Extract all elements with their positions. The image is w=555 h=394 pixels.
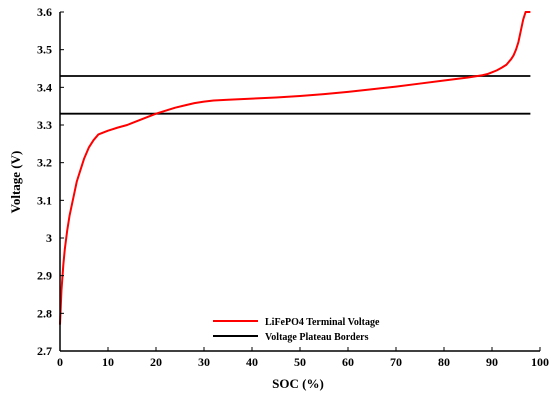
- terminal-voltage-line: [59, 11, 531, 325]
- y-tick-label: 3.1: [37, 193, 52, 207]
- x-tick-label: 100: [531, 355, 549, 369]
- x-tick-label: 50: [294, 355, 306, 369]
- x-axis-title: SOC (%): [272, 376, 324, 391]
- y-axis-title: Voltage (V): [8, 151, 23, 214]
- y-tick-label: 2.7: [37, 344, 52, 358]
- y-tick-label: 3.5: [37, 43, 52, 57]
- y-tick-label: 3.6: [37, 5, 52, 19]
- x-tick-label: 70: [390, 355, 402, 369]
- legend: LiFePO4 Terminal Voltage Voltage Plateau…: [213, 317, 380, 343]
- y-tick-label: 2.9: [37, 269, 52, 283]
- plot-area: [59, 11, 531, 325]
- x-tick-label: 60: [342, 355, 354, 369]
- x-tick-label: 20: [150, 355, 162, 369]
- axes: 0 10 20 30 40 50 60 70 80 90 100 2.7 2.8 2.9 3 3.1 3.2 3.…: [37, 5, 549, 369]
- x-tick-label: 40: [246, 355, 258, 369]
- x-tick-label: 30: [198, 355, 210, 369]
- x-tick-label: 0: [57, 355, 63, 369]
- legend-label-terminal-voltage: LiFePO4 Terminal Voltage: [265, 317, 380, 328]
- y-tick-label: 3.3: [37, 118, 52, 132]
- y-tick-label: 3.4: [37, 80, 52, 94]
- y-tick-label: 3.2: [37, 156, 52, 170]
- y-tick-label: 3: [46, 231, 52, 245]
- legend-label-plateau-borders: Voltage Plateau Borders: [265, 332, 369, 343]
- x-tick-label: 90: [486, 355, 498, 369]
- x-tick-label: 10: [102, 355, 114, 369]
- y-tick-label: 2.8: [37, 306, 52, 320]
- x-tick-label: 80: [438, 355, 450, 369]
